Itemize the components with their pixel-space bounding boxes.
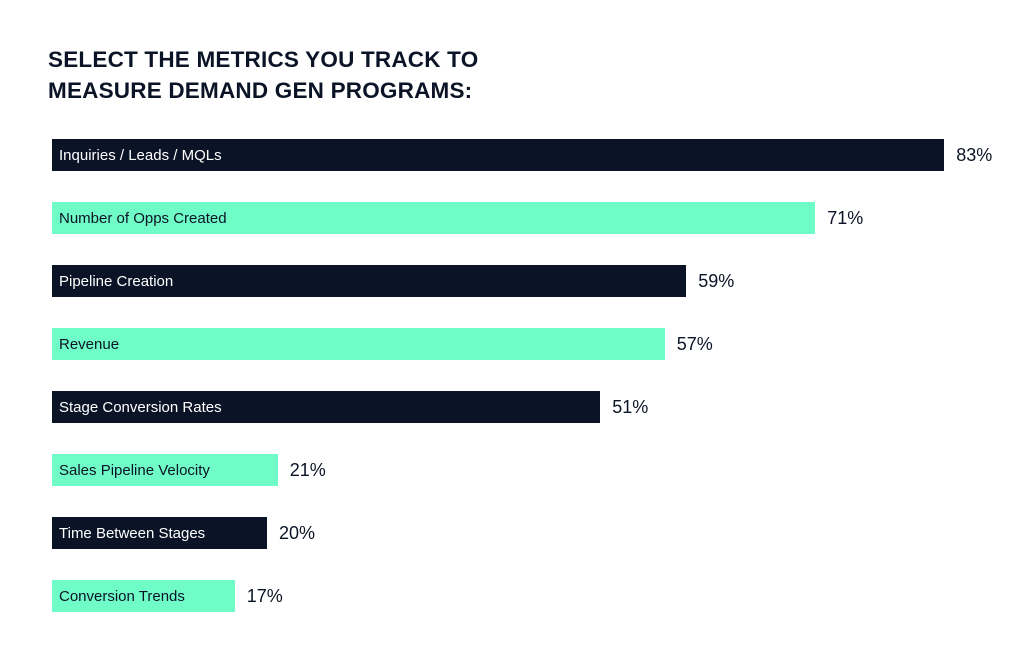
bar: Revenue: [52, 328, 665, 360]
bar-category-label: Revenue: [59, 335, 120, 353]
bar-category-label: Time Between Stages: [59, 524, 206, 542]
bar-value-label: 57%: [676, 334, 713, 354]
bar-category-label: Sales Pipeline Velocity: [59, 461, 210, 479]
bar-value-label: 71%: [827, 208, 864, 228]
bar-value-label: 20%: [279, 523, 316, 543]
bar: Pipeline Creation: [52, 265, 687, 297]
bar-value-label: 83%: [956, 145, 993, 165]
bar-value-label: 21%: [289, 460, 326, 480]
chart-title: SELECT THE METRICS YOU TRACK TO MEASURE …: [48, 44, 478, 106]
bar-category-label: Stage Conversion Rates: [59, 398, 222, 416]
bar: Sales Pipeline Velocity: [52, 454, 278, 486]
bar: Time Between Stages: [52, 517, 267, 549]
bar: Stage Conversion Rates: [52, 391, 601, 423]
bar-value-label: 17%: [246, 586, 283, 606]
bar: Conversion Trends: [52, 580, 235, 612]
bar-value-label: 51%: [612, 397, 649, 417]
bar-value-label: 59%: [698, 271, 735, 291]
chart-title-line-1: SELECT THE METRICS YOU TRACK TO: [48, 47, 479, 72]
bar-category-label: Pipeline Creation: [59, 272, 174, 290]
chart-title-line-2: MEASURE DEMAND GEN PROGRAMS:: [48, 78, 473, 103]
bar: Inquiries / Leads / MQLs: [52, 139, 945, 171]
bar-category-label: Conversion Trends: [59, 587, 185, 605]
bar: Number of Opps Created: [52, 202, 816, 234]
bar-category-label: Inquiries / Leads / MQLs: [59, 146, 222, 164]
bar-category-label: Number of Opps Created: [59, 209, 227, 227]
